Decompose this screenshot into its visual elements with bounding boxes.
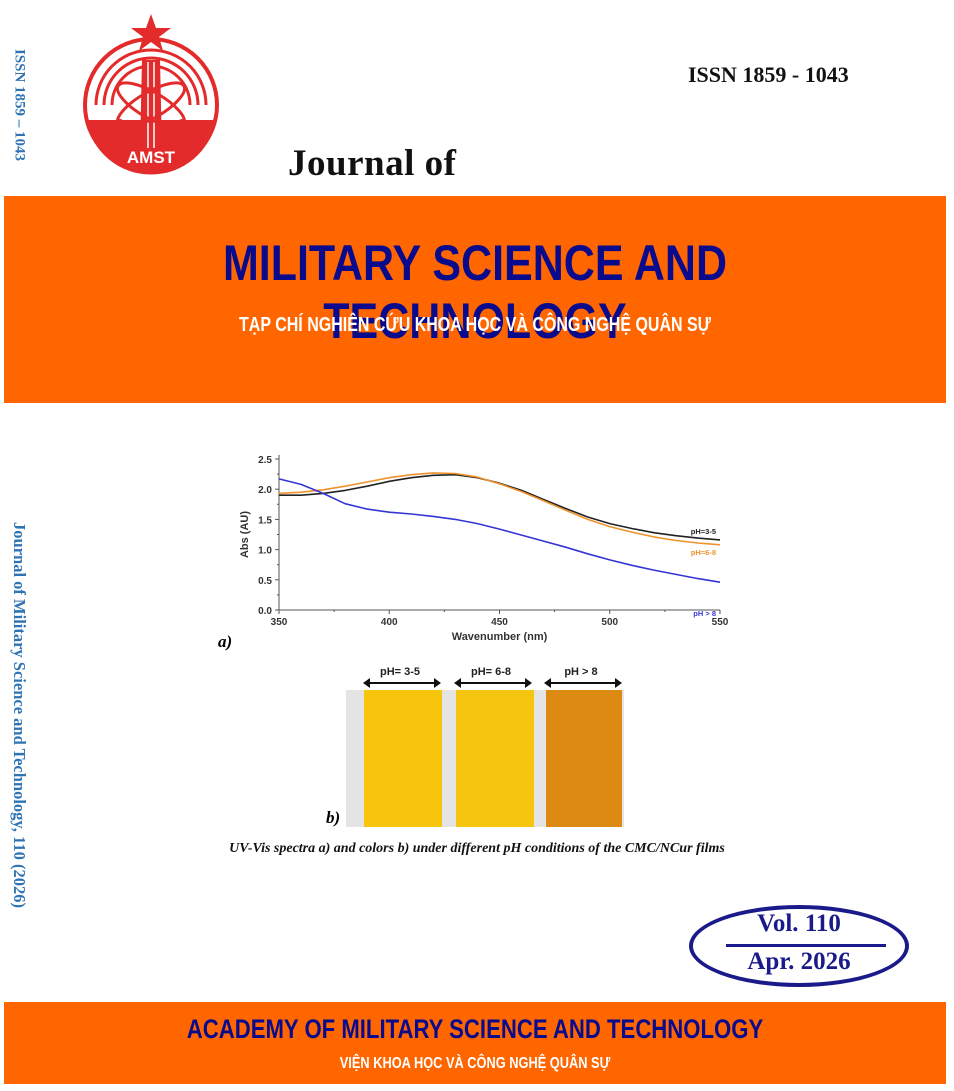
amst-emblem-icon: AMST <box>83 14 219 175</box>
svg-text:350: 350 <box>271 617 288 628</box>
svg-text:1.0: 1.0 <box>258 546 272 557</box>
chart-canvas: 0.0 0.5 1.0 1.5 2.0 2.5 350 400 450 500 550 Wavenum… <box>239 455 729 643</box>
svg-text:450: 450 <box>491 617 508 628</box>
film-sample-ph-above-8 <box>546 690 622 827</box>
spine-title: Journal of Military Science and Technolo… <box>4 505 34 925</box>
x-axis-label: Wavenumber (nm) <box>452 631 548 643</box>
amst-logo: AMST <box>76 10 226 180</box>
uv-vis-chart: 0.0 0.5 1.0 1.5 2.0 2.5 350 400 450 500 550 Wavenum… <box>210 445 730 655</box>
series-label: pH=6-8 <box>691 548 716 557</box>
title-band: MILITARY SCIENCE AND TECHNOLOGY TẠP CHÍ … <box>4 196 946 403</box>
film-label-ph-3-5: pH= 3-5 <box>379 666 421 678</box>
y-axis-label: Abs (AU) <box>239 511 251 558</box>
volume-number: Vol. 110 <box>757 910 841 937</box>
double-arrow-icon <box>544 678 622 688</box>
series-label: pH=3-5 <box>691 527 716 536</box>
film-color-photo <box>346 690 624 827</box>
journal-subtitle-vietnamese: TẠP CHÍ NGHIÊN CỨU KHOA HỌC VÀ CÔNG NGHỆ… <box>239 314 711 336</box>
volume-divider <box>726 944 886 947</box>
svg-text:550: 550 <box>712 617 729 628</box>
publisher-band: ACADEMY OF MILITARY SCIENCE AND TECHNOLO… <box>4 1002 946 1084</box>
svg-text:500: 500 <box>601 617 618 628</box>
spine-issn-text: ISSN 1859 – 1043 <box>11 48 28 162</box>
svg-text:1.5: 1.5 <box>258 515 272 526</box>
svg-text:400: 400 <box>381 617 398 628</box>
film-sample-ph-6-8 <box>456 690 534 827</box>
spine-issn: ISSN 1859 – 1043 <box>4 40 34 170</box>
film-label-ph-above-8: pH > 8 <box>564 666 598 678</box>
publisher-name: ACADEMY OF MILITARY SCIENCE AND TECHNOLO… <box>186 1014 764 1044</box>
double-arrow-icon <box>363 678 441 688</box>
svg-text:2.0: 2.0 <box>258 485 272 496</box>
series-label: pH > 8 <box>693 609 716 618</box>
series-line <box>278 472 721 546</box>
figure-label-b: b) <box>326 808 341 827</box>
issue-date: Apr. 2026 <box>747 948 851 975</box>
double-arrow-icon <box>454 678 532 688</box>
series-line <box>278 478 721 583</box>
publisher-name-vietnamese: VIỆN KHOA HỌC VÀ CÔNG NGHỆ QUÂN SỰ <box>339 1055 611 1072</box>
journal-title: MILITARY SCIENCE AND TECHNOLOGY <box>222 235 728 349</box>
film-label-ph-6-8: pH= 6-8 <box>470 666 512 678</box>
film-sample-ph-3-5 <box>364 690 442 827</box>
volume-oval <box>689 905 909 987</box>
issn-header: ISSN 1859 - 1043 <box>688 62 849 87</box>
figure-caption: UV-Vis spectra a) and colors b) under di… <box>229 841 725 856</box>
svg-text:0.5: 0.5 <box>258 576 272 587</box>
figure-label-a: a) <box>218 632 233 651</box>
journal-of-heading: Journal of <box>288 143 457 184</box>
svg-text:AMST: AMST <box>127 148 176 167</box>
svg-text:2.5: 2.5 <box>258 455 272 466</box>
svg-text:0.0: 0.0 <box>258 606 272 617</box>
